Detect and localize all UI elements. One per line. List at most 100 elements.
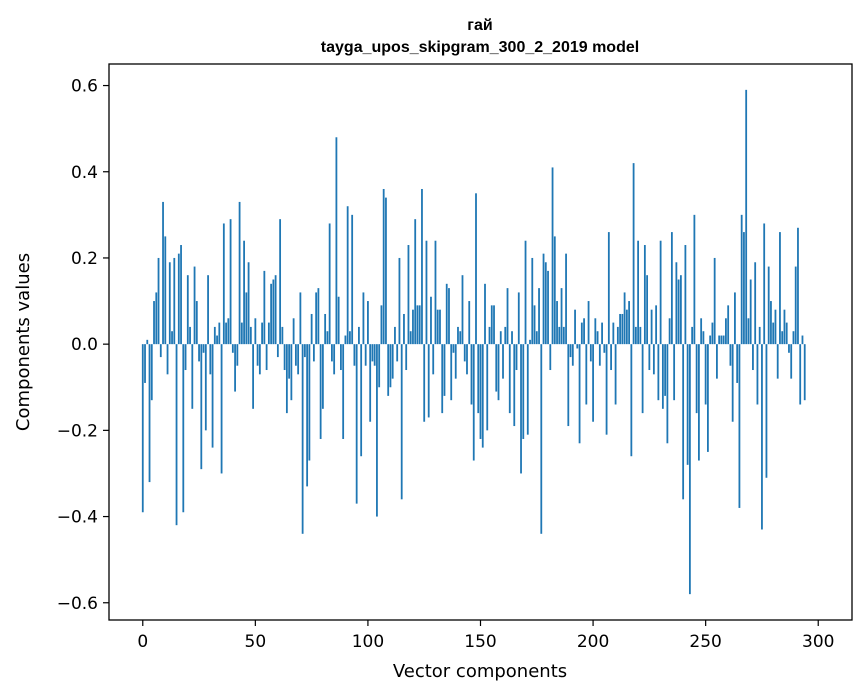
bar bbox=[668, 318, 671, 345]
bar bbox=[355, 344, 358, 504]
bar bbox=[785, 322, 788, 345]
bar bbox=[472, 344, 475, 461]
x-tick-label: 0 bbox=[137, 632, 148, 652]
bar bbox=[560, 288, 563, 345]
bar bbox=[587, 301, 590, 345]
bar bbox=[562, 326, 565, 345]
bar bbox=[490, 305, 493, 345]
bar bbox=[794, 266, 797, 345]
bar bbox=[540, 344, 543, 534]
bar bbox=[621, 313, 624, 345]
bar bbox=[423, 344, 426, 422]
bar bbox=[189, 326, 191, 345]
bar bbox=[648, 344, 651, 371]
bar bbox=[409, 331, 412, 345]
bar bbox=[655, 305, 658, 345]
bar bbox=[373, 344, 376, 366]
bar bbox=[522, 344, 525, 439]
bar bbox=[198, 344, 200, 362]
bar bbox=[747, 318, 750, 345]
bar bbox=[788, 344, 790, 353]
bar bbox=[770, 301, 772, 345]
bar bbox=[448, 288, 450, 345]
bar bbox=[376, 344, 378, 517]
bar bbox=[740, 214, 743, 345]
bar bbox=[691, 326, 694, 345]
bar bbox=[535, 331, 538, 345]
bar bbox=[312, 344, 315, 362]
bar bbox=[722, 335, 725, 345]
bar bbox=[612, 322, 615, 345]
bar bbox=[220, 344, 223, 474]
bar bbox=[630, 344, 633, 457]
bar bbox=[619, 313, 621, 345]
bar bbox=[200, 344, 203, 470]
bar bbox=[434, 240, 437, 345]
bar bbox=[783, 309, 786, 345]
bar bbox=[709, 335, 712, 345]
bar bbox=[702, 331, 705, 345]
bar bbox=[254, 318, 257, 345]
bar bbox=[614, 344, 617, 405]
bar bbox=[511, 331, 513, 345]
bar bbox=[452, 344, 455, 353]
bar bbox=[549, 344, 552, 371]
bar bbox=[240, 322, 243, 345]
bar bbox=[542, 253, 545, 345]
bar bbox=[425, 240, 428, 345]
bar bbox=[349, 331, 351, 345]
bar bbox=[303, 344, 306, 358]
bar bbox=[684, 245, 687, 345]
bar bbox=[670, 232, 673, 345]
bar bbox=[596, 331, 599, 345]
bar bbox=[306, 344, 309, 487]
bar bbox=[236, 344, 239, 366]
bar bbox=[686, 344, 689, 465]
bar bbox=[333, 344, 336, 375]
bar bbox=[175, 344, 178, 526]
bar bbox=[481, 344, 484, 448]
bar bbox=[659, 240, 662, 345]
x-tick-label: 250 bbox=[689, 632, 721, 652]
bar bbox=[657, 344, 660, 401]
bar bbox=[340, 344, 342, 371]
bar bbox=[716, 344, 718, 379]
bar bbox=[342, 344, 345, 439]
bar bbox=[324, 313, 327, 345]
bar bbox=[396, 344, 399, 362]
bar bbox=[574, 309, 576, 345]
x-tick-label: 50 bbox=[245, 632, 267, 652]
bar bbox=[776, 344, 779, 379]
bar bbox=[148, 344, 151, 483]
bar bbox=[594, 318, 597, 345]
bar bbox=[547, 270, 549, 345]
bar bbox=[677, 279, 680, 345]
bar bbox=[700, 318, 703, 345]
bar bbox=[274, 275, 277, 345]
bar bbox=[225, 322, 227, 345]
bar bbox=[515, 344, 518, 371]
bar bbox=[486, 344, 489, 431]
bar bbox=[493, 305, 495, 345]
bar bbox=[698, 344, 700, 461]
bar bbox=[571, 344, 574, 366]
bar bbox=[301, 344, 304, 534]
bar bbox=[625, 309, 628, 345]
bar bbox=[155, 292, 158, 345]
bar bbox=[466, 344, 468, 375]
bar bbox=[204, 344, 207, 431]
bar bbox=[551, 167, 554, 345]
bar bbox=[497, 344, 500, 401]
bar bbox=[682, 344, 685, 500]
bar bbox=[229, 219, 232, 345]
bar bbox=[331, 344, 333, 362]
bar bbox=[616, 326, 619, 345]
y-tick-label: −0.2 bbox=[57, 421, 98, 441]
bar bbox=[538, 288, 540, 345]
bar bbox=[749, 279, 752, 345]
bar bbox=[202, 344, 205, 353]
bar bbox=[317, 288, 320, 345]
bar bbox=[688, 344, 691, 595]
bar bbox=[797, 227, 799, 345]
